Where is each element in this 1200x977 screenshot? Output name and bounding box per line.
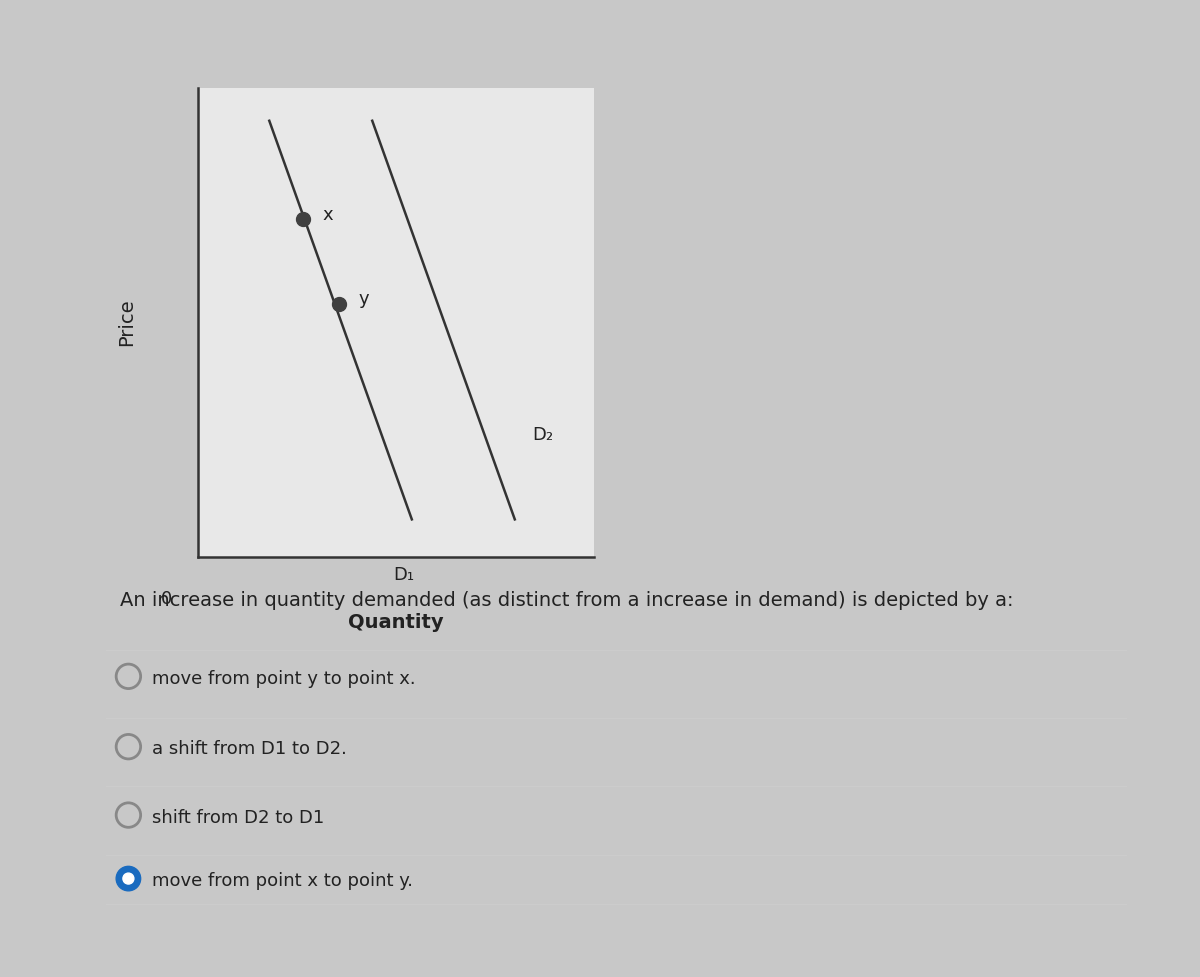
Circle shape xyxy=(116,867,140,891)
Text: shift from D2 to D1: shift from D2 to D1 xyxy=(152,809,325,827)
Text: a shift from D1 to D2.: a shift from D1 to D2. xyxy=(152,741,347,758)
Circle shape xyxy=(122,873,134,884)
Text: Price: Price xyxy=(118,299,137,346)
Text: move from point y to point x.: move from point y to point x. xyxy=(152,670,416,688)
Text: x: x xyxy=(323,205,334,224)
Text: D₂: D₂ xyxy=(532,426,553,444)
Text: y: y xyxy=(359,290,370,308)
Text: D₁: D₁ xyxy=(394,567,414,584)
Text: move from point x to point y.: move from point x to point y. xyxy=(152,872,413,890)
Text: 0: 0 xyxy=(161,590,172,608)
Text: An increase in quantity demanded (as distinct from a increase in demand) is depi: An increase in quantity demanded (as dis… xyxy=(120,591,1014,610)
Text: Quantity: Quantity xyxy=(348,614,444,632)
